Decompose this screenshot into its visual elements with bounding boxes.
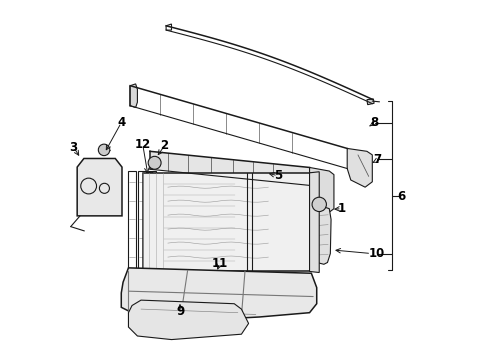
Polygon shape bbox=[143, 173, 311, 271]
Text: 5: 5 bbox=[274, 169, 282, 182]
Text: 3: 3 bbox=[70, 140, 77, 153]
Text: 12: 12 bbox=[135, 138, 151, 151]
Polygon shape bbox=[147, 172, 153, 184]
Polygon shape bbox=[77, 158, 122, 216]
Polygon shape bbox=[313, 207, 331, 264]
Text: 9: 9 bbox=[176, 306, 185, 319]
Polygon shape bbox=[150, 151, 310, 185]
Text: 10: 10 bbox=[369, 247, 385, 260]
Text: 7: 7 bbox=[373, 153, 381, 166]
Polygon shape bbox=[130, 84, 137, 108]
Text: 2: 2 bbox=[160, 139, 169, 152]
Text: 8: 8 bbox=[371, 116, 379, 129]
Circle shape bbox=[312, 197, 326, 212]
Polygon shape bbox=[128, 300, 248, 339]
Text: 4: 4 bbox=[117, 116, 125, 129]
Polygon shape bbox=[310, 172, 319, 273]
Polygon shape bbox=[122, 268, 317, 320]
Text: 6: 6 bbox=[397, 190, 405, 203]
Polygon shape bbox=[347, 148, 372, 187]
Circle shape bbox=[148, 156, 161, 169]
Polygon shape bbox=[367, 99, 374, 105]
Polygon shape bbox=[310, 167, 334, 214]
Text: 1: 1 bbox=[338, 202, 346, 215]
Text: 11: 11 bbox=[212, 257, 228, 270]
Circle shape bbox=[98, 144, 110, 156]
